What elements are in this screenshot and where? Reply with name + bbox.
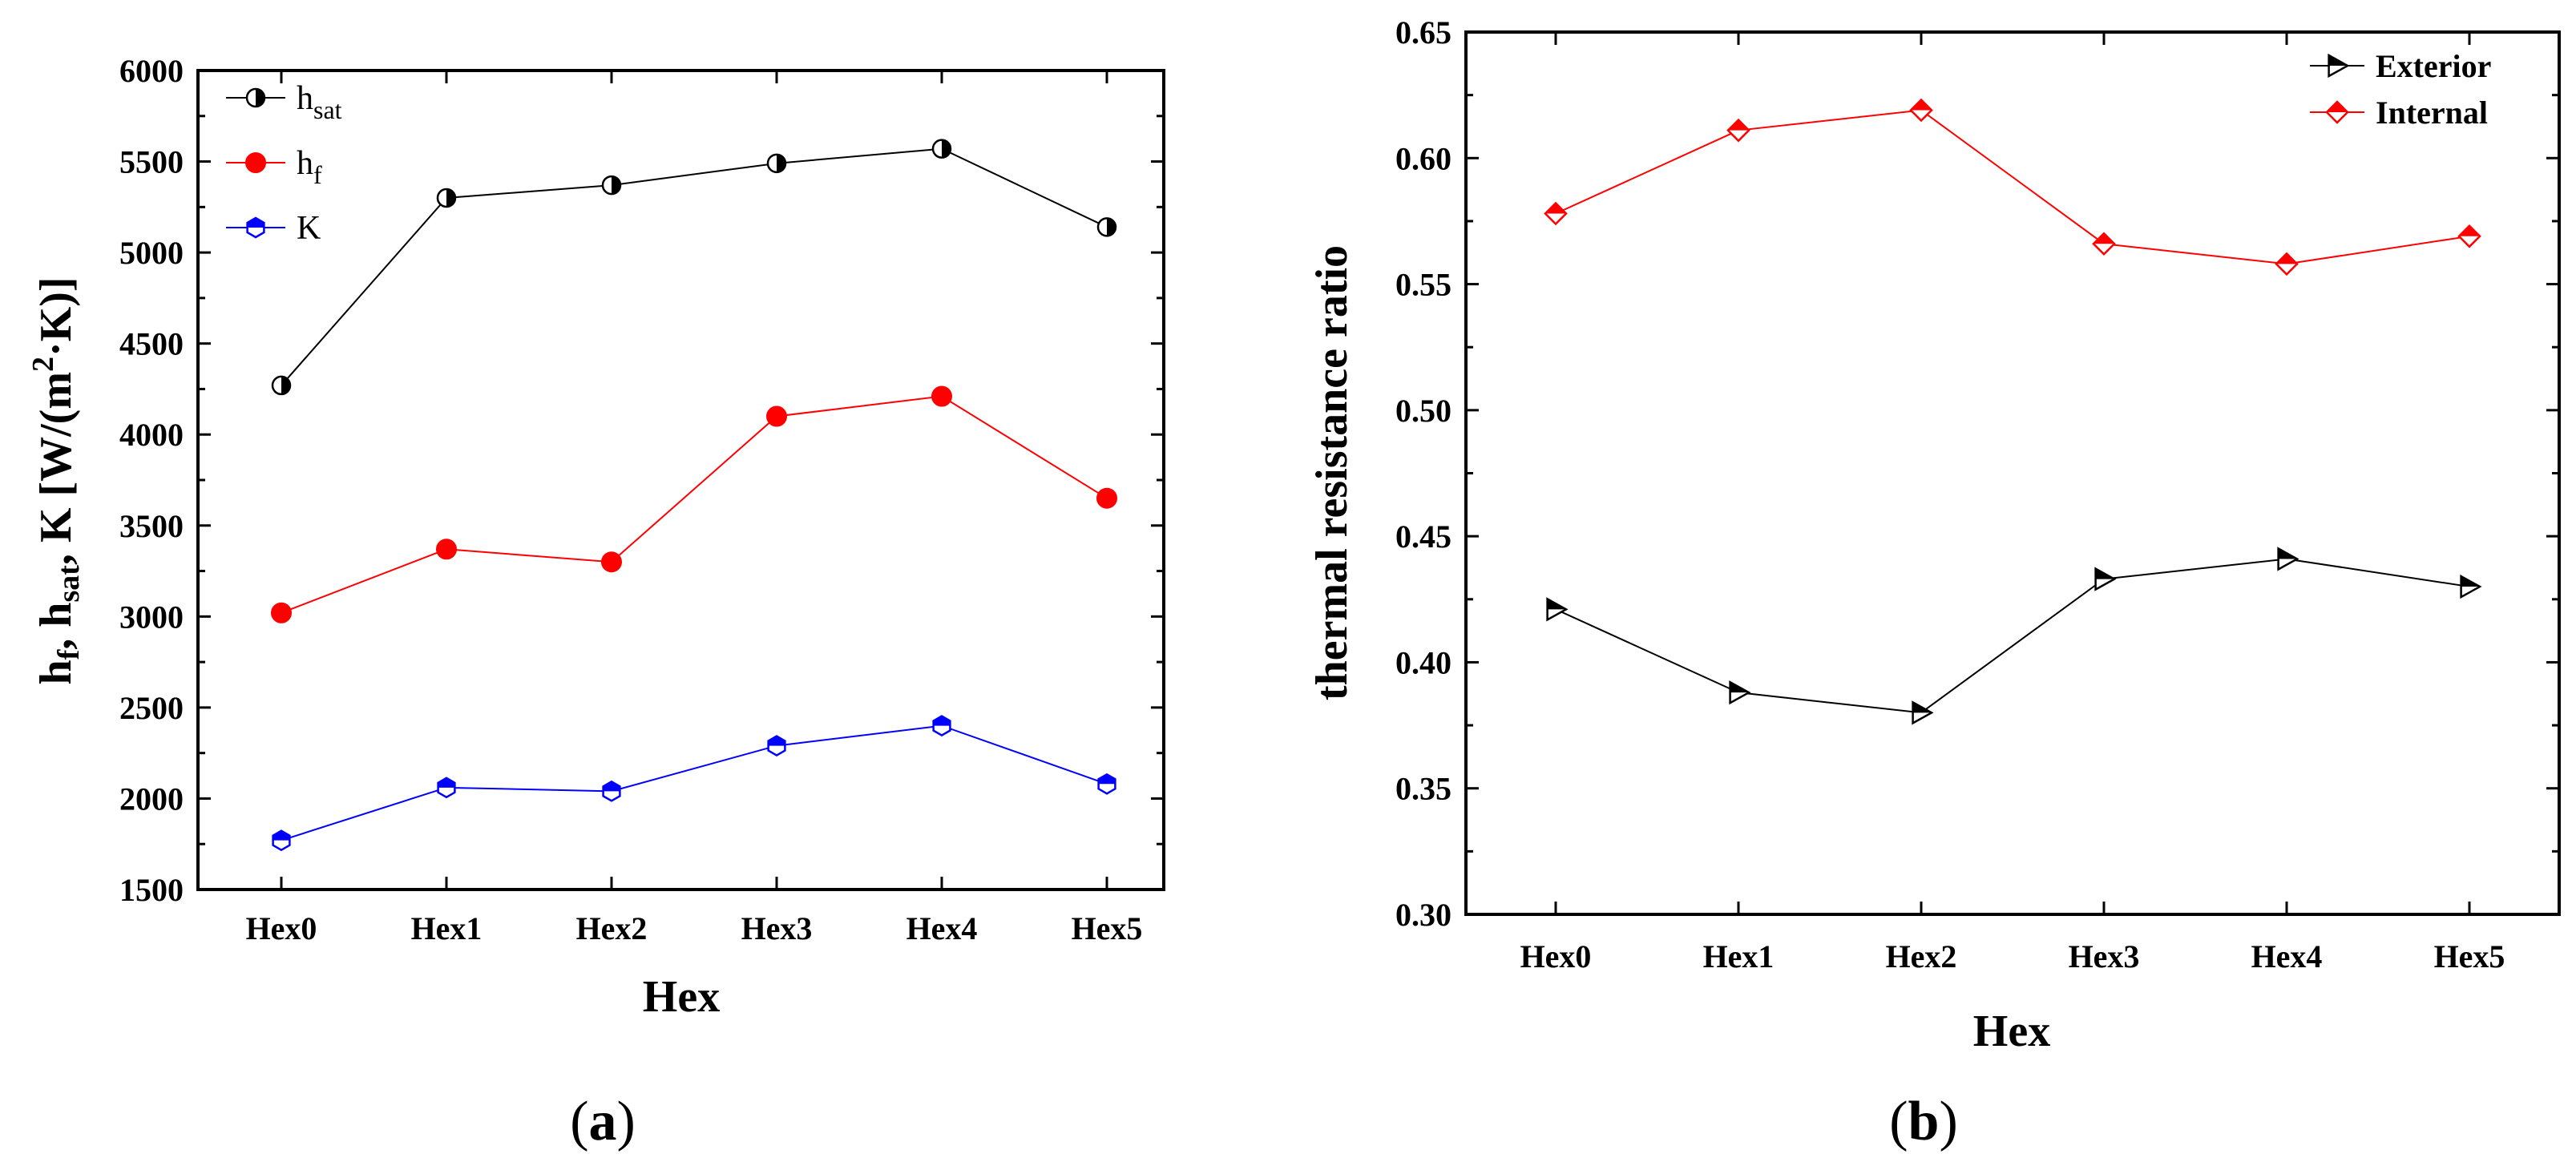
chart-a-x-tick-label: Hex2 <box>576 910 648 946</box>
chart-a-x-tick-label: Hex4 <box>906 910 978 946</box>
chart-a-y-tick-label: 2000 <box>119 781 184 817</box>
chart-a-data-point-h_f <box>601 551 622 573</box>
chart-a-legend-marker-k <box>246 216 265 239</box>
chart-b-x-tick-label: Hex3 <box>2069 938 2140 974</box>
chart-a-x-tick-label: Hex3 <box>741 910 813 946</box>
chart-b-legend-marker-exterior <box>2328 53 2350 79</box>
chart-a-legend: hsat hf K <box>226 80 342 247</box>
chart-a-y-axis-label: hf, hsat, K [W/(m2·K)] <box>26 276 86 684</box>
chart-b-x-axis-label: Hex <box>1973 1007 2050 1056</box>
chart-b-y-tick-label: 0.55 <box>1395 267 1452 303</box>
chart-a-y-tick-label: 4500 <box>119 326 184 362</box>
chart-b-caption: (b) <box>1889 1091 1958 1152</box>
chart-b-y-tick-label: 0.45 <box>1395 518 1452 555</box>
chart-a-data-point-h_f <box>271 602 292 623</box>
chart-b: 0.30 0.35 0.40 0.45 0.50 0.55 0.60 0.65 Hex0 Hex… <box>1307 14 2561 1152</box>
chart-b-data-point-internal <box>1909 98 1933 123</box>
chart-a-series-line-h_f <box>281 395 1108 614</box>
chart-b-data-point-internal <box>2275 252 2299 276</box>
chart-a-legend-label-h_sat: hsat <box>297 80 342 124</box>
chart-b-x-tick-label: Hex5 <box>2434 938 2505 974</box>
chart-a-y-tick-label: 4000 <box>119 417 184 453</box>
chart-b-series-line-internal <box>1555 109 2470 265</box>
chart-a-legend-label-h_f: hf <box>297 145 322 189</box>
chart-a-data-point-h_f <box>931 385 952 407</box>
chart-b-legend-label-internal: Internal <box>2376 95 2488 131</box>
chart-a-data-point-h_sat <box>271 375 292 396</box>
chart-b-legend-marker-internal <box>2325 100 2349 124</box>
chart-a-data-point-k <box>272 829 291 852</box>
chart-b-y-tick-label: 0.65 <box>1395 14 1452 50</box>
chart-a-x-tick-label: Hex1 <box>411 910 482 946</box>
chart-b-y-tick-label: 0.30 <box>1395 897 1452 933</box>
chart-b-data-point-exterior <box>1546 597 1569 622</box>
chart-b-data-point-exterior <box>2460 574 2482 599</box>
chart-b-x-tick-label: Hex1 <box>1703 938 1775 974</box>
chart-b-x-tick-label: Hex0 <box>1520 938 1592 974</box>
chart-a-series-line-k <box>281 724 1108 841</box>
chart-b-data-point-internal <box>1726 118 1750 143</box>
chart-a-y-tick-label: 2500 <box>119 690 184 726</box>
chart-a-data-point-h_sat <box>766 153 787 174</box>
chart-a-caption: (a) <box>570 1091 636 1152</box>
chart-b-data-point-exterior <box>2094 567 2117 591</box>
chart-a-x-tick-label: Hex0 <box>246 910 317 946</box>
chart-b-data-point-exterior <box>2277 547 2299 571</box>
chart-b-data-point-exterior <box>1912 700 1934 725</box>
chart-b-y-tick-label: 0.60 <box>1395 140 1452 176</box>
chart-b-y-tick-label: 0.40 <box>1395 644 1452 680</box>
chart-b-x-tick-label: Hex2 <box>1886 938 1957 974</box>
chart-a-legend-marker-h_f <box>245 152 266 173</box>
chart-a-data-point-k <box>932 715 951 737</box>
chart-a-x-tick-label: Hex5 <box>1072 910 1143 946</box>
chart-b-legend: Exterior Internal <box>2310 48 2491 131</box>
chart-a-y-tick-label: 3000 <box>119 599 184 635</box>
chart-a-data-point-h_f <box>1096 487 1117 509</box>
chart-b-plot-area <box>1464 30 2561 916</box>
chart-a: 1500 2000 2500 3000 3500 4000 4500 5000 5500 6000… <box>26 53 1165 1152</box>
chart-a-data-point-h_sat <box>601 175 622 196</box>
chart-a-data-point-h_sat <box>436 188 457 208</box>
chart-b-x-tick-label: Hex4 <box>2251 938 2323 974</box>
chart-a-data-point-h_sat <box>931 139 952 159</box>
chart-a-y-tick-label: 5500 <box>119 144 184 180</box>
chart-a-data-point-h_f <box>766 405 787 427</box>
chart-b-data-point-exterior <box>1729 680 1751 705</box>
chart-b-y-tick-label: 0.50 <box>1395 393 1452 429</box>
chart-a-plot-area <box>196 69 1165 891</box>
chart-b-y-tick-label: 0.35 <box>1395 771 1452 807</box>
chart-a-data-point-k <box>437 777 456 799</box>
chart-b-legend-label-exterior: Exterior <box>2376 48 2491 84</box>
chart-b-y-axis-label: thermal resistance ratio <box>1307 245 1357 700</box>
chart-a-series-line-h_sat <box>281 147 1108 386</box>
chart-b-series-line-exterior <box>1555 558 2470 714</box>
chart-b-data-point-internal <box>2457 224 2481 248</box>
chart-a-x-axis-label: Hex <box>643 972 720 1022</box>
chart-a-data-point-k <box>767 735 786 757</box>
chart-a-data-point-h_f <box>436 539 457 560</box>
chart-a-data-point-k <box>602 780 621 802</box>
chart-a-data-point-h_sat <box>1096 217 1117 237</box>
chart-a-y-tick-label: 5000 <box>119 235 184 271</box>
chart-b-data-point-internal <box>2092 232 2116 256</box>
chart-a-legend-label-k: K <box>297 210 321 247</box>
chart-a-legend-marker-h_sat <box>245 87 266 108</box>
chart-b-data-point-internal <box>1544 201 1568 226</box>
chart-a-y-tick-label: 1500 <box>119 872 184 908</box>
chart-a-y-tick-label: 3500 <box>119 508 184 544</box>
chart-a-y-tick-label: 6000 <box>119 53 184 89</box>
chart-a-data-point-k <box>1097 773 1116 795</box>
